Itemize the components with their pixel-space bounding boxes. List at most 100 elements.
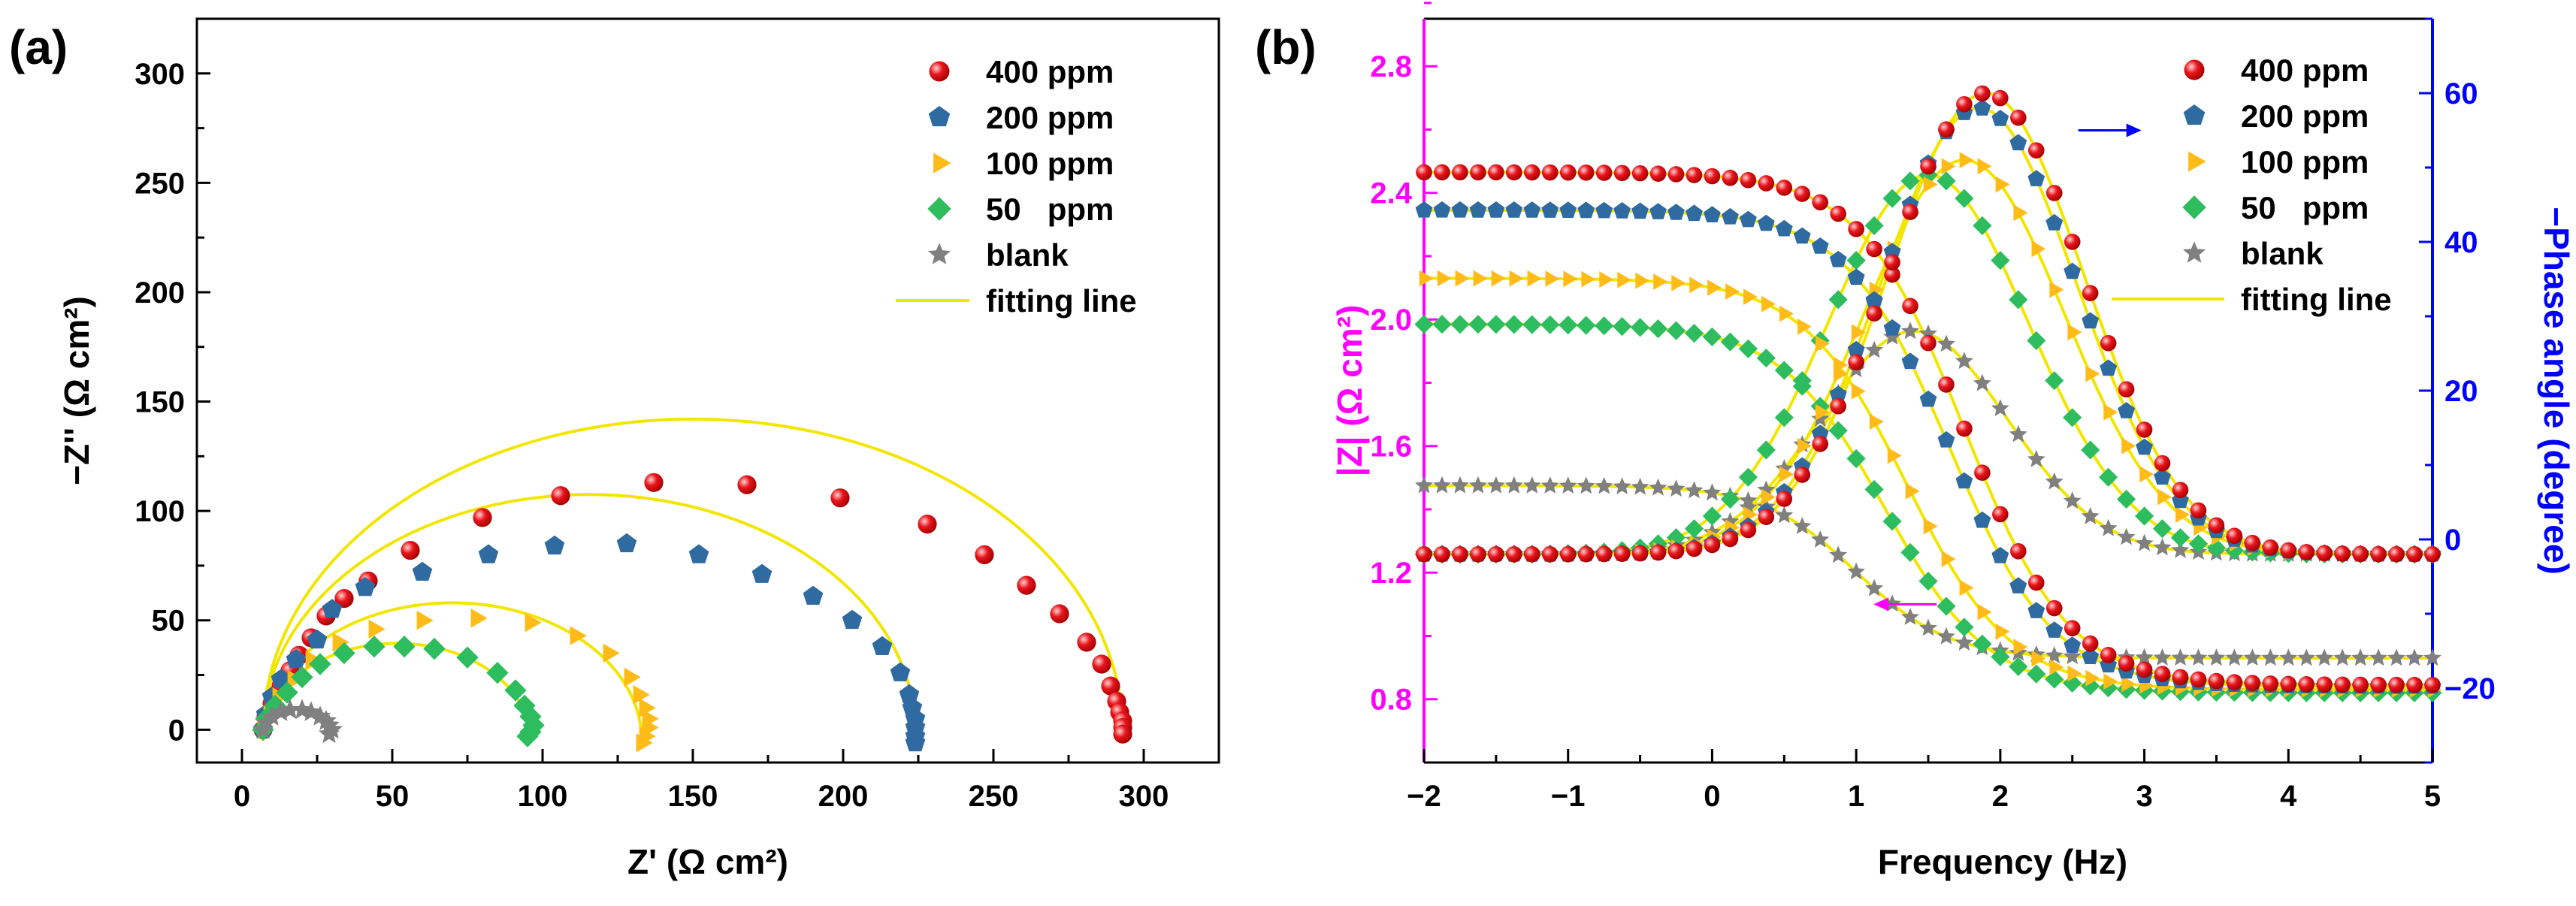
panel-b-x-axis-label: Frequency (Hz) — [1878, 842, 2127, 881]
modulus-point-400-ppm — [1506, 164, 1522, 181]
phase-point-200-ppm — [1883, 243, 1901, 259]
data-point-100-ppm — [633, 685, 650, 705]
phase-point-400-ppm — [2280, 542, 2297, 559]
modulus-point-100-ppm — [1779, 305, 1794, 322]
modulus-point-blank — [1793, 517, 1812, 534]
modulus-point-400-ppm — [1434, 164, 1450, 181]
phase-point-400-ppm — [1758, 509, 1775, 525]
panel-a-legend: 400 ppm 200 ppm 100 ppm 50 ppm blank fitting … — [896, 54, 1137, 319]
modulus-point-50-ppm — [1577, 316, 1596, 335]
x-tick-label: 5 — [2424, 780, 2441, 813]
modulus-point-50-ppm — [1882, 512, 1902, 531]
modulus-point-50-ppm — [2009, 657, 2028, 676]
data-point-200-ppm — [899, 684, 920, 704]
left-tick-label: 0.8 — [1370, 684, 1412, 717]
modulus-point-100-ppm — [1653, 273, 1668, 290]
y-tick-label: 150 — [135, 386, 185, 419]
phase-point-100-ppm — [1797, 437, 1812, 455]
modulus-point-200-ppm — [2027, 602, 2045, 618]
phase-point-100-ppm — [2103, 403, 2118, 421]
phase-point-blank — [2045, 472, 2064, 490]
modulus-point-400-ppm — [2136, 661, 2153, 678]
legend-marker — [933, 153, 951, 174]
modulus-point-blank — [1811, 530, 1830, 548]
modulus-point-200-ppm — [1829, 250, 1847, 267]
modulus-point-400-ppm — [2082, 635, 2099, 652]
left-tick-label: 2.4 — [1370, 177, 1412, 210]
modulus-point-50-ppm — [1846, 448, 1866, 469]
modulus-point-100-ppm — [1761, 295, 1776, 313]
data-point-100-ppm — [332, 633, 349, 652]
modulus-point-100-ppm — [1905, 482, 1920, 500]
modulus-point-blank — [1486, 476, 1505, 494]
phase-point-400-ppm — [2352, 545, 2369, 563]
phase-point-200-ppm — [1847, 340, 1865, 358]
data-point-400-ppm — [1101, 676, 1120, 696]
modulus-point-200-ppm — [1901, 352, 1919, 370]
modulus-point-50-ppm — [1613, 317, 1632, 337]
modulus-point-200-ppm — [1686, 204, 1703, 222]
legend-label: 100 ppm — [986, 146, 1114, 181]
modulus-point-100-ppm — [1617, 271, 1632, 288]
modulus-point-100-ppm — [1563, 270, 1578, 288]
modulus-point-400-ppm — [1848, 221, 1864, 237]
phase-point-100-ppm — [2157, 488, 2172, 506]
modulus-point-400-ppm — [2406, 676, 2423, 693]
phase-point-400-ppm — [2190, 502, 2207, 519]
data-point-400-ppm — [401, 540, 420, 560]
modulus-point-100-ppm — [1671, 274, 1686, 291]
modulus-point-50-ppm — [1468, 315, 1488, 334]
modulus-point-100-ppm — [1995, 623, 2010, 640]
modulus-point-400-ppm — [2100, 647, 2117, 663]
phase-point-400-ppm — [1523, 545, 1540, 563]
modulus-point-400-ppm — [1631, 165, 1649, 182]
modulus-point-50-ppm — [1684, 324, 1704, 343]
modulus-point-400-ppm — [2010, 542, 2027, 560]
modulus-point-blank — [1595, 476, 1613, 494]
phase-point-50-ppm — [1991, 251, 2010, 270]
phase-point-blank — [1937, 334, 1955, 352]
phase-point-blank — [1811, 409, 1830, 427]
modulus-point-50-ppm — [1738, 339, 1758, 358]
modulus-point-400-ppm — [2388, 676, 2405, 693]
phase-point-50-ppm — [1864, 216, 1884, 235]
modulus-point-100-ppm — [2067, 665, 2082, 682]
data-point-50-ppm — [504, 679, 527, 702]
phase-point-200-ppm — [2100, 359, 2118, 376]
phase-point-400-ppm — [1920, 158, 1937, 175]
legend-label: 50 ppm — [2241, 190, 2369, 225]
modulus-point-400-ppm — [1523, 164, 1540, 181]
phase-point-400-ppm — [2027, 142, 2045, 159]
modulus-point-100-ppm — [1545, 270, 1560, 287]
phase-point-400-ppm — [1866, 305, 1882, 322]
modulus-point-100-ppm — [2085, 669, 2100, 687]
panel-b-arrows — [1873, 123, 2142, 612]
data-point-50-ppm — [333, 642, 355, 665]
phase-point-200-ppm — [1811, 424, 1829, 441]
data-point-200-ppm — [872, 636, 893, 655]
modulus-point-blank — [2045, 646, 2064, 664]
x-tick-label: 4 — [2280, 780, 2297, 813]
modulus-point-400-ppm — [2027, 574, 2045, 591]
phase-point-400-ppm — [1848, 354, 1864, 370]
modulus-point-200-ppm — [2045, 621, 2064, 638]
modulus-point-50-ppm — [1774, 361, 1794, 380]
phase-point-200-ppm — [2136, 438, 2153, 455]
modulus-point-100-ppm — [2013, 639, 2028, 655]
phase-point-100-ppm — [2085, 365, 2100, 382]
modulus-point-400-ppm — [1667, 166, 1685, 183]
legend-label: 400 ppm — [986, 54, 1114, 89]
modulus-point-400-ppm — [2154, 666, 2171, 682]
modulus-point-blank — [2279, 648, 2298, 666]
panel-a-ticks: 0 50 100 150 200 250 300 0 50 100 150 200 250 300 — [135, 58, 1169, 813]
phase-point-400-ppm — [2406, 545, 2423, 563]
phase-point-50-ppm — [2099, 467, 2118, 487]
phase-point-200-ppm — [2009, 134, 2027, 151]
modulus-point-100-ppm — [1851, 382, 1866, 400]
phase-point-blank — [2153, 538, 2172, 556]
phase-point-400-ppm — [1649, 544, 1667, 561]
modulus-point-blank — [2063, 647, 2082, 665]
phase-point-200-ppm — [2064, 262, 2082, 279]
modulus-point-400-ppm — [2226, 674, 2243, 690]
phase-point-100-ppm — [2121, 437, 2136, 455]
